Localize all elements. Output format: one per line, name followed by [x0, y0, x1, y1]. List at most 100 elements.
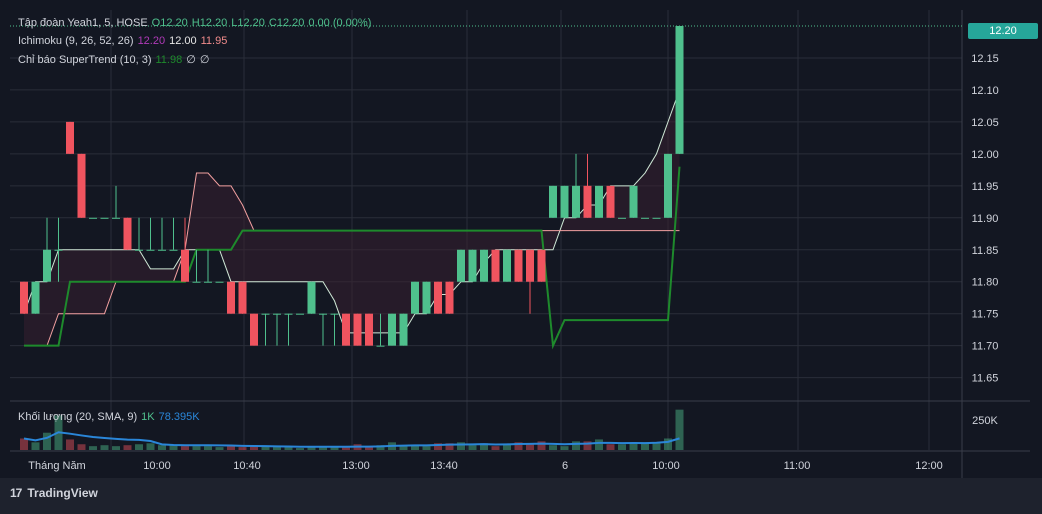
price-tick-label: 11.65: [972, 373, 999, 385]
candle-body: [330, 313, 339, 315]
candle-body: [664, 153, 672, 218]
supertrend-legend[interactable]: Chỉ báo SuperTrend (10, 3) 11.98 ∅ ∅: [18, 53, 210, 67]
footer-bar: [0, 478, 1042, 514]
volume-bar: [606, 444, 615, 450]
volume-bar: [480, 443, 488, 450]
volume-bar: [468, 445, 477, 450]
price-tick-label: 12.05: [971, 117, 999, 129]
candle-body: [31, 281, 40, 314]
time-tick-label: Tháng Năm: [28, 460, 85, 472]
volume-tick-label: 250K: [972, 415, 998, 427]
volume-bar: [77, 444, 86, 450]
supertrend-v3: ∅: [199, 54, 210, 66]
supertrend-v2: ∅: [186, 54, 196, 66]
candle-body: [491, 249, 500, 282]
candle-body: [641, 217, 649, 219]
candle-body: [434, 281, 442, 314]
candle-body: [560, 185, 569, 218]
volume-bar: [100, 445, 109, 450]
candle-body: [43, 249, 51, 282]
candle-body: [135, 249, 143, 251]
candle-body: [675, 25, 684, 154]
tradingview-brand: TradingView: [27, 486, 98, 500]
candle-body: [514, 249, 523, 282]
volume-bar: [549, 445, 557, 450]
candle-body: [100, 217, 109, 219]
volume-bar: [399, 446, 408, 450]
ichimoku-cloud: [24, 89, 680, 346]
volume-bar: [89, 446, 97, 450]
volume-bar: [169, 445, 178, 450]
volume-bar: [43, 432, 51, 450]
candle-body: [66, 121, 74, 154]
candle-body: [215, 281, 224, 283]
candle-body: [353, 313, 362, 346]
volume-bar: [261, 446, 270, 450]
volume-bar: [457, 442, 465, 450]
time-tick-label: 13:40: [430, 460, 458, 472]
candle-body: [284, 313, 293, 315]
volume-bar: [595, 439, 603, 450]
volume-bar: [537, 441, 546, 450]
volume-bar: [675, 409, 684, 450]
volume-sma-line: [23, 431, 680, 448]
candle-body: [342, 313, 350, 346]
candle-body: [169, 249, 178, 251]
volume-bar: [445, 443, 454, 450]
volume-bar: [342, 446, 350, 450]
candle-body: [250, 313, 258, 346]
ichimoku-span-a: [23, 89, 680, 334]
volume-bar: [296, 448, 304, 450]
candle-body: [399, 313, 408, 346]
time-tick-label: 10:00: [652, 460, 680, 472]
volume-bar: [422, 446, 431, 450]
candle-body: [77, 153, 86, 218]
candle-body: [652, 217, 661, 219]
price-tick-label: 11.95: [972, 181, 999, 193]
volume-bar: [319, 446, 327, 450]
last-price-tag: 12.20: [968, 23, 1038, 39]
time-tick-label: 10:00: [143, 460, 171, 472]
candle-body: [376, 345, 385, 347]
symbol-legend: Tập đoàn Yeah1, 5, HOSE O12.20 H12.20 L1…: [18, 17, 371, 29]
volume-bar: [181, 446, 189, 450]
volume-bar: [66, 439, 74, 450]
ichimoku-label: Ichimoku (9, 26, 52, 26): [18, 35, 134, 47]
volume-v1: 1K: [141, 411, 155, 423]
price-tick-label: 11.85: [972, 245, 999, 257]
open-value: O12.20: [151, 17, 188, 29]
volume-bar: [31, 442, 40, 450]
tradingview-icon: 17: [10, 486, 22, 500]
volume-bar: [112, 446, 120, 450]
supertrend-line: [24, 166, 681, 350]
ichimoku-legend[interactable]: Ichimoku (9, 26, 52, 26) 12.20 12.00 11.…: [18, 35, 227, 47]
volume-bar: [330, 447, 339, 450]
time-tick-label: 6: [562, 460, 568, 472]
volume-bar: [250, 445, 258, 450]
candle-body: [583, 185, 592, 218]
candle-body: [606, 185, 615, 218]
candle-body: [307, 281, 316, 314]
time-tick-label: 10:40: [233, 460, 261, 472]
candle-body: [549, 185, 557, 218]
volume-legend[interactable]: Khối lượng (20, SMA, 9) 1K 78.395K: [18, 411, 200, 423]
volume-bar: [192, 446, 201, 450]
time-tick-label: 12:00: [915, 460, 943, 472]
candle-body: [503, 249, 511, 282]
candle-body: [146, 249, 155, 251]
candle-body: [273, 313, 281, 315]
candle-body: [618, 217, 626, 219]
volume-bar: [146, 443, 155, 450]
supertrend-label: Chỉ báo SuperTrend (10, 3): [18, 53, 152, 66]
tradingview-logo[interactable]: 17 TradingView: [10, 486, 98, 500]
candle-body: [261, 313, 270, 315]
candle-body: [20, 281, 28, 314]
candle-body: [480, 249, 488, 282]
low-value: L12.20: [231, 17, 265, 29]
volume-bar: [227, 446, 235, 450]
candle-body: [388, 313, 396, 346]
price-tick-label: 11.90: [972, 213, 999, 225]
volume-bar: [491, 446, 500, 450]
